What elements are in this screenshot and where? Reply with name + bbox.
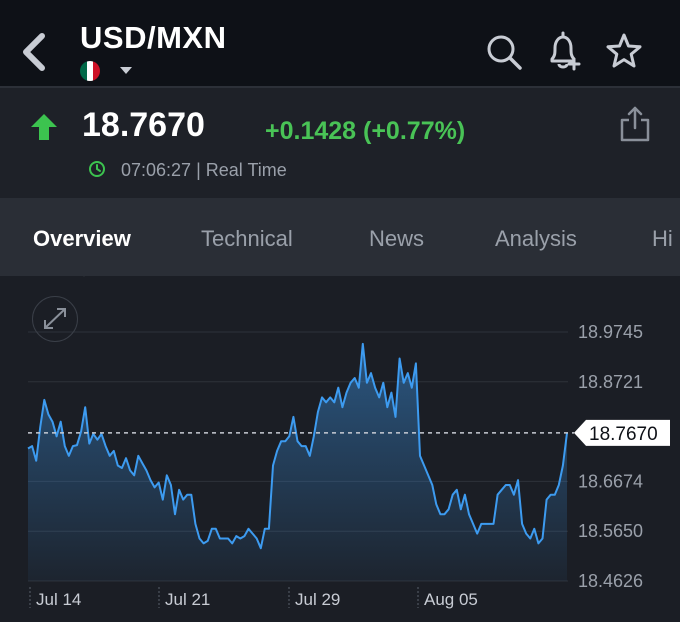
price-area	[28, 343, 567, 581]
favorite-button[interactable]	[604, 30, 644, 74]
active-tab-pointer	[74, 267, 94, 277]
back-button[interactable]	[16, 30, 52, 74]
price-change: +0.1428 (+0.77%)	[265, 117, 466, 145]
tab-analysis[interactable]: Analysis	[495, 226, 577, 251]
x-tick-label: Jul 29	[295, 590, 340, 609]
current-price-tag	[574, 419, 670, 446]
clock-icon	[89, 161, 105, 177]
expand-chart-button[interactable]	[32, 296, 78, 342]
mexico-flag-icon[interactable]	[80, 61, 100, 81]
chevron-down-icon[interactable]	[120, 67, 132, 74]
x-tick-label: Jul 21	[165, 590, 210, 609]
top-bar	[0, 0, 680, 86]
bell-plus-icon	[550, 31, 581, 71]
price-line	[27, 342, 568, 550]
instrument-title: USD/MXN	[80, 20, 227, 55]
tab-overview[interactable]: Overview	[33, 226, 131, 251]
header-divider	[0, 86, 680, 88]
expand-icon	[44, 308, 66, 329]
up-arrow-icon	[31, 114, 57, 140]
x-tick-label: Jul 14	[36, 590, 81, 609]
alert-button[interactable]	[544, 30, 584, 74]
tab-news[interactable]: News	[369, 226, 425, 251]
y-tick-label: 18.9745	[578, 322, 643, 342]
back-chevron-icon	[23, 33, 45, 71]
y-tick-label: 18.5650	[578, 521, 643, 541]
last-price: 18.7670	[82, 106, 205, 144]
tab-historical[interactable]: Hi	[652, 226, 673, 251]
tab-bar: Overview Technical News Analysis Hi	[0, 198, 680, 276]
share-button[interactable]	[618, 104, 652, 144]
flag-stripe-red	[93, 61, 100, 81]
x-tick-label: Aug 05	[424, 590, 478, 609]
share-icon	[620, 106, 650, 142]
y-tick-label: 18.4626	[578, 571, 643, 591]
y-tick-label: 18.8721	[578, 372, 643, 392]
flag-stripe-white	[86, 61, 94, 81]
current-price-label: 18.7670	[589, 424, 658, 445]
quote-panel	[0, 88, 680, 198]
tab-technical[interactable]: Technical	[201, 226, 293, 251]
search-button[interactable]	[484, 30, 524, 74]
y-tick-label: 18.6674	[578, 471, 643, 491]
flag-stripe-green	[80, 61, 87, 81]
star-icon	[606, 33, 642, 68]
quote-timestamp: 07:06:27 | Real Time	[121, 160, 287, 180]
search-icon	[487, 35, 522, 70]
